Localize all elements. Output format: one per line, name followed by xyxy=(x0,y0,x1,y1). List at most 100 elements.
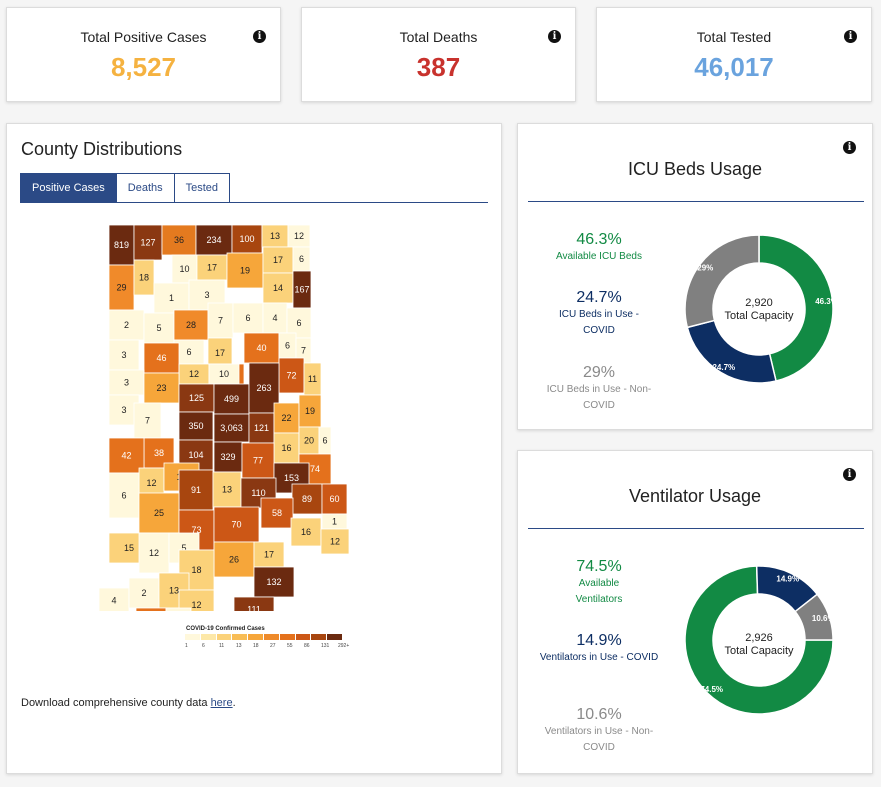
legend-swatch xyxy=(232,634,249,640)
vent-center-label: Total Capacity xyxy=(724,645,794,657)
county-region[interactable] xyxy=(253,541,285,568)
tabs-divider xyxy=(20,202,488,203)
county-region[interactable] xyxy=(226,252,264,289)
county-region[interactable] xyxy=(213,441,243,473)
icu-center-value: 2,920 xyxy=(745,297,773,309)
county-region[interactable] xyxy=(108,309,145,341)
county-value-label: 13 xyxy=(169,586,179,596)
county-region[interactable] xyxy=(108,394,140,426)
county-region[interactable] xyxy=(133,259,155,296)
county-value-label: 25 xyxy=(154,508,164,518)
icu-covid-label: ICU Beds in Use - COVID xyxy=(558,309,640,336)
info-icon[interactable]: i xyxy=(843,468,856,481)
download-link[interactable]: here xyxy=(210,697,233,709)
county-value-label: 167 xyxy=(294,285,309,295)
county-value-label: 91 xyxy=(191,485,201,495)
county-tabs: Positive Cases Deaths Tested xyxy=(20,173,231,203)
county-value-label: 121 xyxy=(254,423,269,433)
donut-slice[interactable] xyxy=(686,319,777,384)
info-icon[interactable]: i xyxy=(843,141,856,154)
county-region[interactable] xyxy=(108,224,135,266)
tab-deaths[interactable]: Deaths xyxy=(115,173,175,203)
county-region[interactable] xyxy=(133,224,163,261)
county-value-label: 329 xyxy=(220,452,235,462)
county-region[interactable] xyxy=(262,302,288,334)
county-value-label: 10 xyxy=(179,264,189,274)
county-value-label: 3 xyxy=(121,350,126,360)
tab-positive-cases[interactable]: Positive Cases xyxy=(20,173,117,203)
county-region[interactable] xyxy=(260,497,294,529)
icu-covid-pct: 24.7% xyxy=(576,289,622,306)
download-label: Download comprehensive county data xyxy=(21,697,211,709)
county-value-label: 7 xyxy=(218,316,223,326)
county-region[interactable] xyxy=(196,254,228,281)
county-region[interactable] xyxy=(138,532,170,574)
county-region[interactable] xyxy=(320,528,350,555)
donut-slice[interactable] xyxy=(684,565,834,715)
legend-tick: 55 xyxy=(287,643,293,649)
county-region[interactable] xyxy=(213,506,260,543)
legend-swatch xyxy=(327,634,343,640)
county-value-label: 6 xyxy=(121,491,126,501)
legend-swatch xyxy=(185,634,201,640)
county-value-label: 16 xyxy=(301,527,311,537)
icu-available-item: 46.3% Available ICU Beds xyxy=(518,231,680,265)
county-region[interactable] xyxy=(178,589,215,611)
positive-cases-card: Total Positive Cases i 8,527 xyxy=(6,7,281,102)
county-region[interactable] xyxy=(232,302,264,334)
legend-tick: 1 xyxy=(185,643,188,649)
county-value-label: 17 xyxy=(207,263,217,273)
county-value-label: 17 xyxy=(215,348,225,358)
icu-noncovid-pct: 29% xyxy=(582,364,616,381)
county-region[interactable] xyxy=(233,596,275,611)
county-value-label: 72 xyxy=(286,371,296,381)
info-icon[interactable]: i xyxy=(253,30,266,43)
county-region[interactable] xyxy=(171,254,198,284)
tested-card: Total Tested i 46,017 xyxy=(596,7,872,102)
county-value-label: 12 xyxy=(189,369,199,379)
county-value-label: 38 xyxy=(154,448,164,458)
county-region[interactable] xyxy=(273,402,300,434)
info-icon[interactable]: i xyxy=(844,30,857,43)
legend-tick: 292+ xyxy=(338,643,350,649)
county-value-label: 5 xyxy=(181,543,186,553)
county-value-label: 3 xyxy=(121,405,126,415)
legend-tick: 131 xyxy=(321,643,330,649)
county-region[interactable] xyxy=(207,337,233,369)
tab-tested[interactable]: Tested xyxy=(173,173,231,203)
tested-label: Total Tested xyxy=(696,29,772,45)
county-value-label: 58 xyxy=(272,508,282,518)
county-value-label: 499 xyxy=(224,394,239,404)
county-region[interactable] xyxy=(128,577,160,609)
county-region[interactable] xyxy=(178,383,215,413)
county-region[interactable] xyxy=(143,372,180,404)
county-region[interactable] xyxy=(135,607,167,611)
county-region[interactable] xyxy=(108,339,140,371)
county-region[interactable] xyxy=(207,302,234,339)
icu-noncovid-label: ICU Beds in Use - Non-COVID xyxy=(546,384,652,411)
legend-swatch xyxy=(279,634,296,640)
donut-slice-label: 29% xyxy=(697,263,713,272)
county-value-label: 28 xyxy=(186,320,196,330)
info-icon[interactable]: i xyxy=(548,30,561,43)
ventilator-card: i Ventilator Usage 74.5% Available Venti… xyxy=(517,450,873,774)
county-region[interactable] xyxy=(290,517,322,547)
county-value-label: 4 xyxy=(272,313,277,323)
legend-color-bar xyxy=(185,634,343,640)
donut-slice[interactable] xyxy=(794,593,834,641)
donut-slice[interactable] xyxy=(758,234,834,382)
county-region[interactable] xyxy=(178,411,214,441)
county-region[interactable] xyxy=(165,607,192,611)
county-value-label: 6 xyxy=(322,436,327,446)
county-value-label: 20 xyxy=(304,436,314,446)
vent-covid-label: Ventilators in Use - COVID xyxy=(539,652,659,663)
county-value-label: 11 xyxy=(308,374,317,384)
county-value-label: 18 xyxy=(191,565,201,575)
county-value-label: 10 xyxy=(219,369,229,379)
county-region[interactable] xyxy=(138,492,180,534)
donut-slice[interactable] xyxy=(684,234,760,329)
county-region[interactable] xyxy=(253,566,295,598)
county-value-label: 6 xyxy=(285,341,290,351)
county-value-label: 2 xyxy=(141,588,146,598)
